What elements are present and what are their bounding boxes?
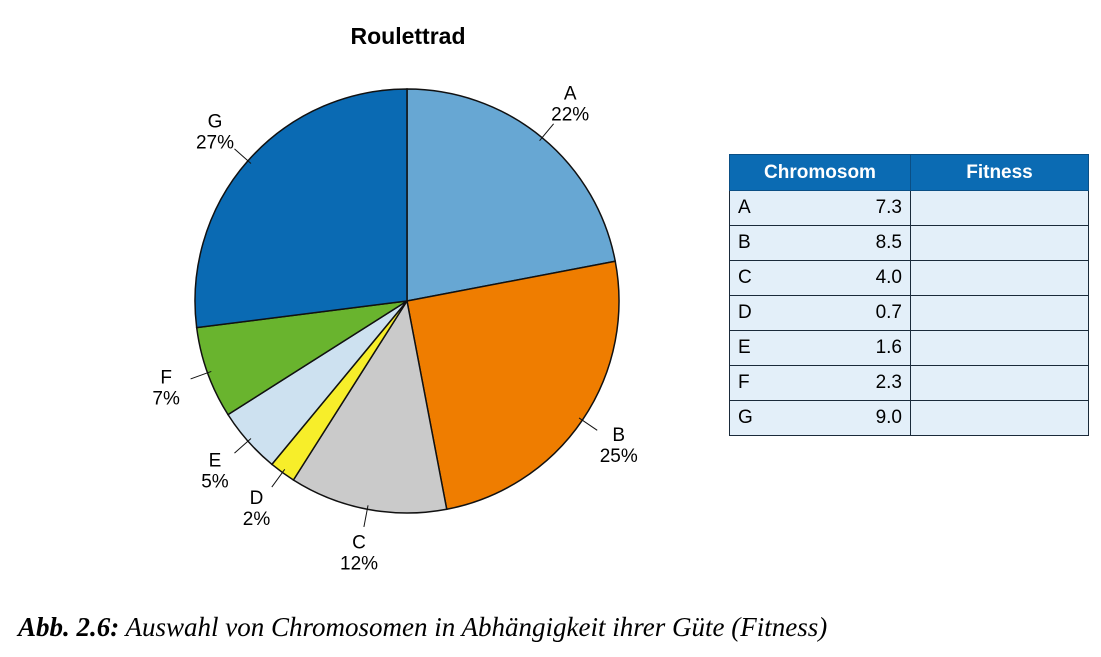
- chromosom-cell: A 7.3: [729, 190, 911, 226]
- chromosom-name: D: [738, 302, 752, 323]
- table-row: F 2.3: [729, 365, 1089, 401]
- table-row: G 9.0: [729, 400, 1089, 436]
- chromosom-cell: B 8.5: [729, 225, 911, 261]
- fitness-table: Chromosom Fitness A 7.3 B 8.5 C 4.0 D 0.7 E 1.6 F 2…: [729, 154, 1089, 436]
- pie-labels: A22% B25% C12% D2% E5% F7% G27%: [152, 84, 637, 575]
- chromosom-name: E: [738, 337, 751, 358]
- fitness-cell: [910, 225, 1089, 261]
- pie-slice-g: [194, 88, 408, 329]
- figure-caption: Abb. 2.6: Auswahl von Chromosomen in Abh…: [18, 612, 827, 643]
- leader-line-f: [190, 370, 212, 380]
- chromosom-name: B: [738, 232, 751, 253]
- header-chromosom: Chromosom: [729, 154, 911, 191]
- chromosom-value: 9.0: [875, 407, 902, 428]
- table-row: A 7.3: [729, 190, 1089, 226]
- slice-name-a: A: [564, 84, 577, 105]
- pie-chart: Roulettrad A 22% B 25% C 12% D 2% E 5% F 7% G 27%: [152, 23, 637, 575]
- slice-percent-c: 12%: [340, 553, 378, 574]
- pie-chart-svg: Roulettrad A22% B25% C12% D2% E5% F7% G27%: [152, 23, 637, 575]
- table-header-row: Chromosom Fitness: [729, 154, 1089, 191]
- slice-name-g: G: [208, 112, 223, 133]
- fitness-cell: [910, 295, 1089, 331]
- chart-title: Roulettrad: [351, 23, 466, 49]
- slice-percent-f: 7%: [152, 389, 180, 410]
- slice-name-f: F: [160, 368, 172, 389]
- table-body: A 7.3 B 8.5 C 4.0 D 0.7 E 1.6 F 2.3 G 9.0: [729, 190, 1089, 436]
- pie-slices: [194, 88, 620, 514]
- fitness-cell: [910, 330, 1089, 366]
- header-fitness: Fitness: [910, 154, 1089, 191]
- leader-line-b: [578, 417, 598, 431]
- chromosom-value: 8.5: [875, 232, 902, 253]
- chromosom-name: F: [738, 372, 750, 393]
- leader-line-e: [234, 438, 252, 454]
- table-row: D 0.7: [729, 295, 1089, 331]
- leader-line-a: [539, 123, 554, 142]
- chromosom-value: 0.7: [875, 302, 902, 323]
- chromosom-cell: E 1.6: [729, 330, 911, 366]
- slice-percent-b: 25%: [600, 446, 638, 467]
- slice-name-e: E: [209, 450, 222, 471]
- fitness-cell: [910, 260, 1089, 296]
- fitness-cell: [910, 190, 1089, 226]
- fitness-cell: [910, 365, 1089, 401]
- table-row: E 1.6: [729, 330, 1089, 366]
- leader-line-c: [363, 505, 369, 528]
- chromosom-name: G: [738, 407, 753, 428]
- slice-name-c: C: [352, 532, 366, 553]
- chromosom-name: C: [738, 267, 752, 288]
- chromosom-cell: C 4.0: [729, 260, 911, 296]
- chromosom-cell: D 0.7: [729, 295, 911, 331]
- chromosom-cell: F 2.3: [729, 365, 911, 401]
- slice-name-b: B: [612, 425, 625, 446]
- chromosom-name: A: [738, 197, 751, 218]
- caption-prefix: Abb. 2.6:: [18, 612, 120, 642]
- slice-name-d: D: [250, 488, 264, 509]
- slice-percent-d: 2%: [243, 509, 271, 530]
- chromosom-value: 7.3: [875, 197, 902, 218]
- leader-line-g: [234, 148, 252, 164]
- fitness-cell: [910, 400, 1089, 436]
- leader-line-d: [271, 468, 286, 488]
- caption-text: Auswahl von Chromosomen in Abhängigkeit …: [125, 612, 828, 642]
- chromosom-cell: G 9.0: [729, 400, 911, 436]
- table-row: C 4.0: [729, 260, 1089, 296]
- chromosom-value: 1.6: [875, 337, 902, 358]
- table-row: B 8.5: [729, 225, 1089, 261]
- chromosom-value: 4.0: [875, 267, 902, 288]
- slice-percent-e: 5%: [201, 471, 229, 492]
- chromosom-value: 2.3: [875, 372, 902, 393]
- slice-percent-a: 22%: [551, 105, 589, 126]
- slice-percent-g: 27%: [196, 133, 234, 154]
